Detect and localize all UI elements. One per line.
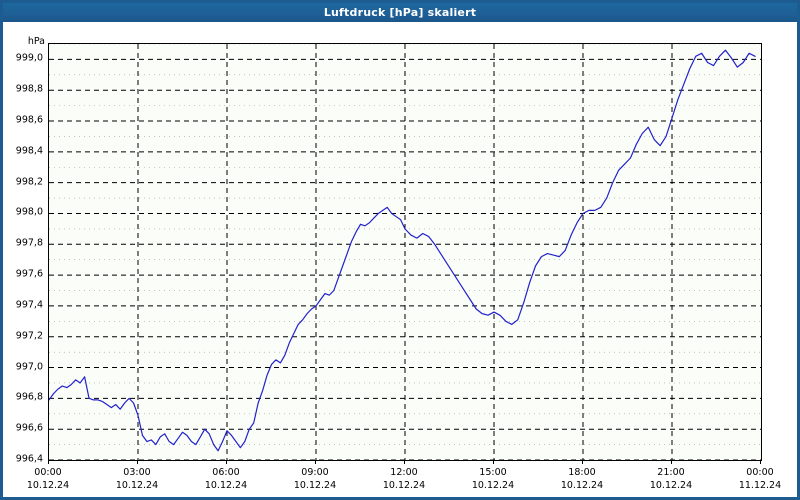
x-axis-tick-mark xyxy=(314,460,316,464)
y-axis-tick-label: 997,0 xyxy=(15,361,43,373)
x-axis-tick-label: 00:00 11.12.24 xyxy=(739,466,781,492)
x-axis-tick-date: 10.12.24 xyxy=(115,480,159,491)
y-axis-unit-label: hPa xyxy=(27,36,45,47)
x-axis-tick-mark xyxy=(47,460,49,464)
series-line xyxy=(49,49,756,452)
y-axis-tick-label: 998,6 xyxy=(15,114,43,126)
x-axis-tick-label: 12:00 10.12.24 xyxy=(383,466,425,492)
y-axis-tick-label: 996,4 xyxy=(15,453,43,465)
data-series-group xyxy=(49,49,756,452)
x-axis-tick-time: 00:00 xyxy=(746,467,774,478)
y-axis-tick-label: 996,6 xyxy=(15,422,43,434)
y-axis-tick-label: 997,8 xyxy=(15,237,43,249)
y-axis-tick-label: 996,8 xyxy=(15,391,43,403)
x-axis-tick-mark xyxy=(581,460,583,464)
plot-svg xyxy=(49,44,761,460)
y-axis-tick-label: 997,2 xyxy=(15,330,43,342)
x-axis-tick-time: 12:00 xyxy=(390,467,418,478)
x-axis-tick-date: 10.12.24 xyxy=(26,480,70,491)
x-axis-tick-mark xyxy=(670,460,672,464)
x-axis-tick-date: 10.12.24 xyxy=(204,480,248,491)
y-axis-tick-label: 997,4 xyxy=(15,299,43,311)
x-axis-tick-mark xyxy=(136,460,138,464)
chart-canvas: hPa 996,4 996,6 996,8 997,0 997,2 997,4 997,6 9… xyxy=(3,22,797,497)
x-axis-tick-mark xyxy=(403,460,405,464)
y-axis-tick-label: 998,8 xyxy=(15,83,43,95)
plot-area xyxy=(48,43,762,461)
y-axis-tick-label: 998,4 xyxy=(15,145,43,157)
y-axis-tick-label: 997,6 xyxy=(15,268,43,280)
x-axis-tick-time: 03:00 xyxy=(123,467,151,478)
x-axis-tick-date: 10.12.24 xyxy=(382,480,426,491)
x-axis-tick-date: 10.12.24 xyxy=(649,480,693,491)
major-gridlines xyxy=(49,44,761,460)
x-axis-tick-mark xyxy=(492,460,494,464)
x-axis-tick-date: 10.12.24 xyxy=(471,480,515,491)
x-axis-tick-label: 06:00 10.12.24 xyxy=(205,466,247,492)
x-axis-tick-label: 15:00 10.12.24 xyxy=(472,466,514,492)
x-axis-tick-label: 21:00 10.12.24 xyxy=(650,466,692,492)
x-axis-tick-time: 06:00 xyxy=(212,467,240,478)
y-axis-tick-label: 999,0 xyxy=(15,52,43,64)
x-axis-tick-time: 21:00 xyxy=(657,467,685,478)
x-axis-tick-date: 10.12.24 xyxy=(293,480,337,491)
window-title: Luftdruck [hPa] skaliert xyxy=(3,3,797,22)
x-axis-tick-date: 11.12.24 xyxy=(738,480,782,491)
x-axis-tick-time: 09:00 xyxy=(301,467,329,478)
x-axis-tick-mark xyxy=(759,460,761,464)
x-axis-tick-label: 09:00 10.12.24 xyxy=(294,466,336,492)
x-axis-tick-time: 15:00 xyxy=(479,467,507,478)
x-axis-tick-label: 00:00 10.12.24 xyxy=(27,466,69,492)
x-axis-tick-time: 18:00 xyxy=(568,467,596,478)
x-axis-tick-date: 10.12.24 xyxy=(560,480,604,491)
y-axis-tick-label: 998,0 xyxy=(15,206,43,218)
x-axis-tick-label: 18:00 10.12.24 xyxy=(561,466,603,492)
x-axis-tick-time: 00:00 xyxy=(34,467,62,478)
x-axis-tick-label: 03:00 10.12.24 xyxy=(116,466,158,492)
x-axis-tick-mark xyxy=(225,460,227,464)
y-axis-tick-label: 998,2 xyxy=(15,176,43,188)
